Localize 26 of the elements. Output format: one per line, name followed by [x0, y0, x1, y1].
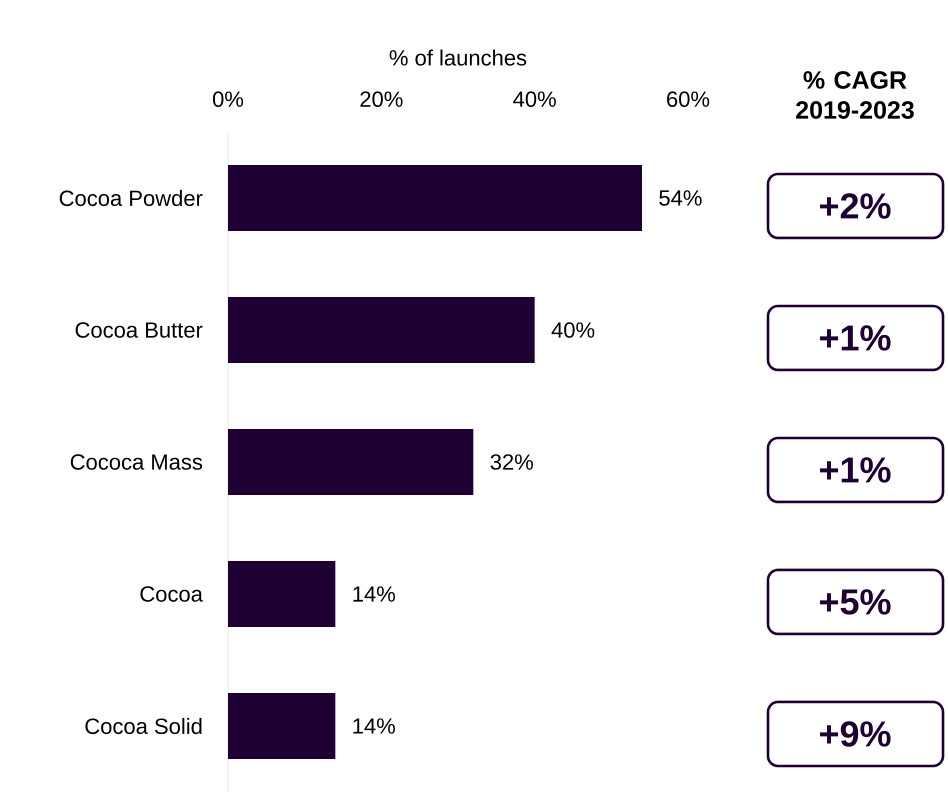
y-tick-label: Cocoa Powder [60, 190, 203, 206]
text: +1% [820, 325, 891, 351]
y-tick-label: Cocoa [140, 586, 203, 602]
y-tick-label: Cocoa Butter [76, 322, 203, 338]
x-axis-title: % of launches [390, 49, 526, 66]
text: +5% [820, 589, 891, 615]
bar [228, 297, 535, 364]
x-tick-label: 0% [212, 91, 244, 107]
data-label: 14% [353, 586, 395, 602]
x-tick-label: 20% [360, 91, 403, 107]
y-tick-label: Cococa Mass [70, 454, 202, 470]
data-label: 32% [490, 454, 533, 470]
x-tick-label: 60% [667, 91, 710, 107]
text: +1% [820, 457, 891, 483]
text: +9% [820, 721, 891, 747]
x-tick-label: 40% [513, 91, 556, 107]
data-label: 40% [552, 322, 594, 338]
data-label: 14% [353, 718, 395, 734]
y-tick-label: Cocoa Solid [85, 718, 202, 734]
bar [228, 429, 474, 495]
bar [228, 692, 336, 759]
text: +2% [820, 193, 891, 219]
data-label: 54% [659, 190, 702, 206]
bar [228, 561, 336, 627]
bar [228, 165, 642, 232]
text: % CAGR 2019-2023 [796, 71, 914, 119]
